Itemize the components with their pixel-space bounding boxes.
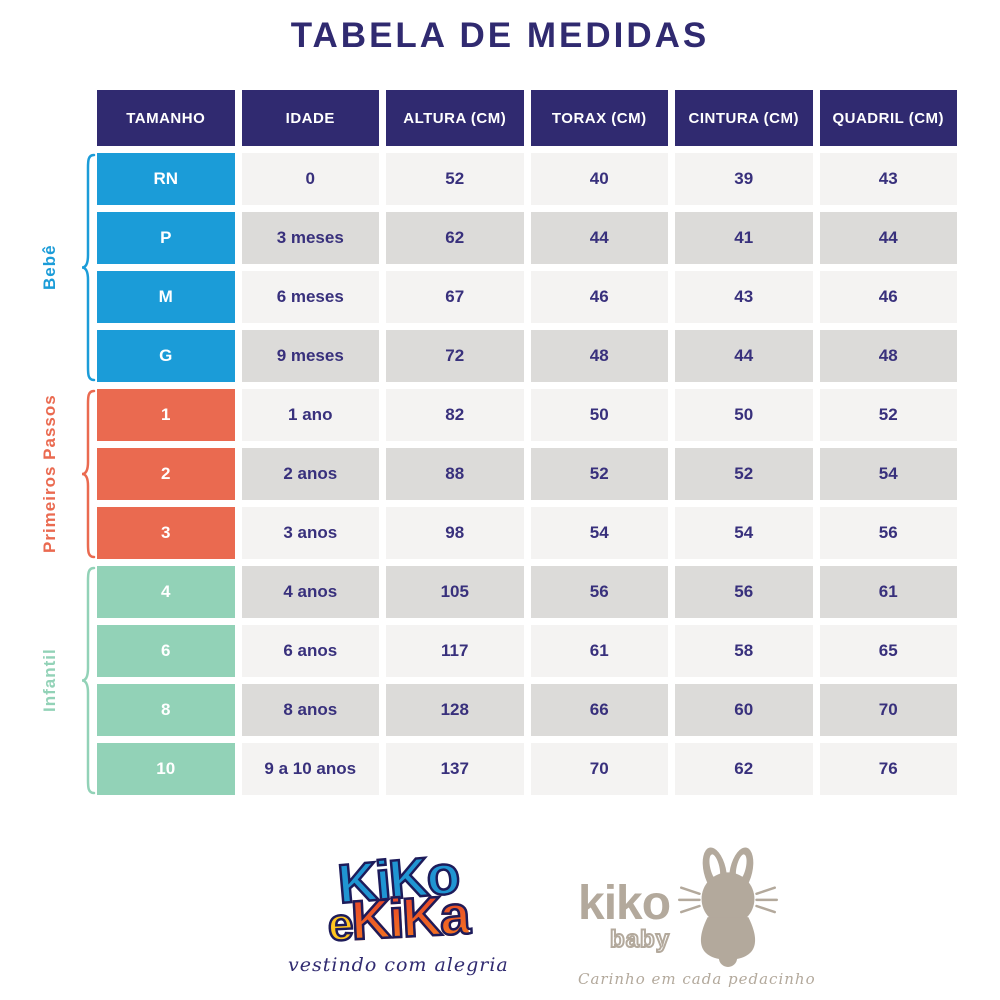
kika-logo-word: eKiKa xyxy=(325,882,471,953)
torax-cell: 54 xyxy=(530,507,668,559)
idade-cell: 9 meses xyxy=(241,330,379,382)
size-cell: 3 xyxy=(97,507,235,559)
quadril-cell: 56 xyxy=(819,507,957,559)
quadril-cell: 54 xyxy=(819,448,957,500)
idade-cell: 8 anos xyxy=(241,684,379,736)
idade-cell: 1 ano xyxy=(241,389,379,441)
size-cell: 4 xyxy=(97,566,235,618)
kiko-baby-word: kiko xyxy=(578,877,671,930)
size-cell: 6 xyxy=(97,625,235,677)
cintura-cell: 62 xyxy=(675,743,813,795)
cintura-cell: 54 xyxy=(675,507,813,559)
quadril-cell: 43 xyxy=(819,153,957,205)
idade-cell: 0 xyxy=(241,153,379,205)
altura-cell: 52 xyxy=(386,153,524,205)
altura-cell: 117 xyxy=(386,625,524,677)
idade-cell: 6 meses xyxy=(241,271,379,323)
size-cell: P xyxy=(97,212,235,264)
size-cell: G xyxy=(97,330,235,382)
quadril-cell: 44 xyxy=(819,212,957,264)
torax-cell: 56 xyxy=(530,566,668,618)
quadril-cell: 65 xyxy=(819,625,957,677)
kiko-baby-sub: baby xyxy=(609,925,671,954)
cintura-cell: 44 xyxy=(675,330,813,382)
cintura-cell: 41 xyxy=(675,212,813,264)
altura-cell: 88 xyxy=(386,448,524,500)
torax-cell: 66 xyxy=(530,684,668,736)
torax-cell: 46 xyxy=(530,271,668,323)
page-title: TABELA DE MEDIDAS xyxy=(290,16,710,55)
torax-cell: 52 xyxy=(530,448,668,500)
idade-cell: 2 anos xyxy=(241,448,379,500)
altura-cell: 67 xyxy=(386,271,524,323)
size-cell: 2 xyxy=(97,448,235,500)
logo-e-letter: e xyxy=(325,896,354,952)
quadril-cell: 76 xyxy=(819,743,957,795)
size-cell: M xyxy=(97,271,235,323)
torax-cell: 61 xyxy=(530,625,668,677)
measurements-table: TAMANHO IDADE ALTURA (CM) TORAX (CM) CIN… xyxy=(97,90,957,795)
altura-cell: 82 xyxy=(386,389,524,441)
idade-cell: 3 anos xyxy=(241,507,379,559)
quadril-cell: 70 xyxy=(819,684,957,736)
cintura-cell: 43 xyxy=(675,271,813,323)
column-header-cintura: CINTURA (CM) xyxy=(675,90,813,146)
cintura-cell: 58 xyxy=(675,625,813,677)
altura-cell: 105 xyxy=(386,566,524,618)
quadril-cell: 52 xyxy=(819,389,957,441)
torax-cell: 48 xyxy=(530,330,668,382)
altura-cell: 62 xyxy=(386,212,524,264)
baby-tagline: Carinho em cada pedacinho xyxy=(578,970,816,988)
quadril-cell: 48 xyxy=(819,330,957,382)
cintura-cell: 50 xyxy=(675,389,813,441)
group-brace-infantil xyxy=(81,566,96,795)
idade-cell: 9 a 10 anos xyxy=(241,743,379,795)
column-header-tamanho: TAMANHO xyxy=(97,90,235,146)
column-header-torax: TORAX (CM) xyxy=(530,90,668,146)
altura-cell: 98 xyxy=(386,507,524,559)
torax-cell: 40 xyxy=(530,153,668,205)
group-label-primeiros-passos: Primeiros Passos xyxy=(40,394,59,554)
size-cell: 10 xyxy=(97,743,235,795)
group-label-bebe: Bebê xyxy=(40,244,59,291)
idade-cell: 4 anos xyxy=(241,566,379,618)
idade-cell: 3 meses xyxy=(241,212,379,264)
kiko-e-kika-logo: KiKo eKiKa vestindo com alegria xyxy=(288,842,509,976)
cintura-cell: 39 xyxy=(675,153,813,205)
bunny-icon xyxy=(678,847,779,967)
torax-cell: 44 xyxy=(530,212,668,264)
column-header-altura: ALTURA (CM) xyxy=(386,90,524,146)
idade-cell: 6 anos xyxy=(241,625,379,677)
altura-cell: 128 xyxy=(386,684,524,736)
column-header-quadril: QUADRIL (CM) xyxy=(819,90,957,146)
size-cell: RN xyxy=(97,153,235,205)
column-header-idade: IDADE xyxy=(241,90,379,146)
torax-cell: 70 xyxy=(530,743,668,795)
group-brace-bebe xyxy=(81,153,96,382)
torax-cell: 50 xyxy=(530,389,668,441)
altura-cell: 72 xyxy=(386,330,524,382)
quadril-cell: 46 xyxy=(819,271,957,323)
cintura-cell: 52 xyxy=(675,448,813,500)
quadril-cell: 61 xyxy=(819,566,957,618)
kiko-baby-logo: kiko baby xyxy=(578,846,828,988)
brand-tagline: vestindo com alegria xyxy=(288,954,509,976)
size-cell: 8 xyxy=(97,684,235,736)
size-cell: 1 xyxy=(97,389,235,441)
group-brace-primeiros-passos xyxy=(81,389,96,559)
cintura-cell: 60 xyxy=(675,684,813,736)
altura-cell: 137 xyxy=(386,743,524,795)
group-label-infantil: Infantil xyxy=(40,648,59,713)
cintura-cell: 56 xyxy=(675,566,813,618)
